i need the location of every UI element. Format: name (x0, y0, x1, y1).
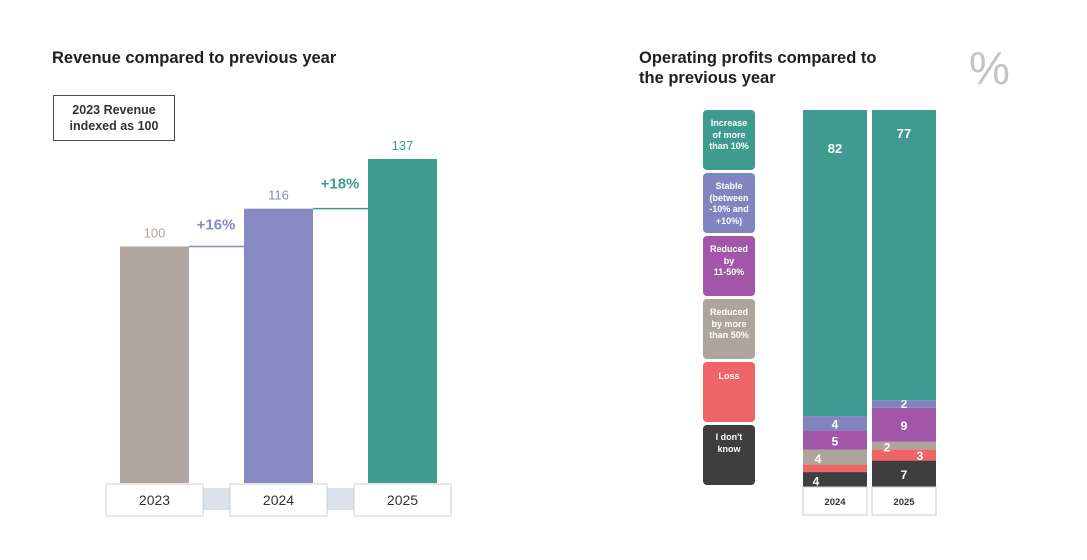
stack-segment-2024-3 (803, 449, 867, 465)
operating-chart: 4245482202473292772025 (802, 110, 937, 516)
index-note-box: 2023 Revenue indexed as 100 (53, 95, 175, 141)
axis-connector-band-2 (327, 488, 354, 510)
op-axis-box-2025 (871, 486, 937, 516)
stack-value-2025-5: 2 (901, 397, 908, 411)
revenue-chart: 100 116 137 +16% +18% 2023 2024 2025 (105, 138, 452, 517)
growth-label-2025: +18% (321, 176, 360, 193)
stack-segment-2024-6 (803, 110, 867, 417)
op-x-tick-label-2025: 2025 (893, 497, 915, 508)
stack-value-2025-6: 77 (897, 126, 911, 141)
legend-item-4-line-2: by more (711, 318, 747, 329)
legend-item-3: Reduced by 11-50% (703, 236, 755, 296)
stack-segment-2024-4 (803, 431, 867, 450)
legend-item-2-line-4: +10%) (715, 215, 743, 226)
legend-item-1-line-1: Increase (710, 118, 748, 128)
stack-value-2024-3: 4 (815, 452, 822, 466)
legend-item-6-line-1: I don't (715, 432, 743, 442)
revenue-bar-2023 (120, 246, 189, 483)
legend-item-4: Reduced by more than 50% (703, 299, 755, 359)
revenue-chart-title: Revenue compared to previous year (52, 49, 337, 67)
legend-item-2: Stable (between -10% and +10%) (703, 173, 755, 233)
stack-segment-2025-4 (872, 407, 936, 442)
legend-item-6: I don't know (703, 425, 755, 485)
stack-segment-2024-1 (803, 472, 867, 487)
axis-box-2025 (353, 483, 452, 517)
stack-value-2025-3: 2 (884, 441, 891, 455)
operating-chart-title: Operating profits compared to the previo… (639, 48, 929, 88)
legend-item-3-line-1: Reduced (709, 244, 748, 254)
index-note-line-2: indexed as 100 (69, 119, 159, 133)
operating-title-line-1: Operating profits compared to (639, 49, 877, 67)
stack-segment-2024-2 (803, 464, 867, 473)
op-axis-box-2024 (802, 486, 868, 516)
stack-value-2025-2: 3 (917, 449, 924, 463)
op-x-tick-label-2024: 2024 (824, 497, 846, 508)
growth-label-2024: +16% (197, 217, 236, 234)
legend-item-2-line-1: Stable (715, 181, 743, 191)
stack-segment-2025-3 (872, 441, 936, 450)
operating-title-line-2: the previous year (639, 69, 776, 87)
legend-item-5: Loss (703, 362, 755, 422)
stack-value-2024-6: 82 (828, 141, 842, 156)
revenue-value-label-2024: 116 (268, 188, 289, 203)
axis-box-2024 (229, 483, 328, 517)
x-tick-label-2024: 2024 (263, 492, 294, 508)
x-tick-label-2023: 2023 (139, 492, 170, 508)
legend-item-2-line-2: (between (709, 192, 749, 203)
legend-item-4-line-1: Reduced (709, 307, 748, 317)
legend-item-1: Increase of more than 10% (703, 110, 755, 170)
legend-item-2-line-3: -10% and (709, 204, 749, 214)
index-note-line-1: 2023 Revenue (72, 103, 156, 117)
stack-segment-2025-6 (872, 110, 936, 401)
legend-item-3-line-3: 11-50% (713, 267, 745, 277)
stack-value-2024-4: 5 (832, 434, 839, 448)
stack-value-2024-1: 4 (813, 475, 820, 489)
revenue-value-label-2025: 137 (392, 138, 414, 153)
stack-value-2025-4: 9 (901, 419, 908, 433)
legend-item-4-line-3: than 50% (709, 330, 749, 340)
revenue-value-label-2023: 100 (144, 226, 166, 241)
percent-unit-label: % (969, 42, 1010, 94)
revenue-bar-2025 (368, 159, 437, 483)
legend-item-1-line-3: than 10% (709, 141, 749, 151)
revenue-bar-2024 (244, 208, 313, 483)
axis-connector-band-1 (203, 488, 230, 510)
stack-segment-2025-2 (872, 449, 936, 461)
x-tick-label-2025: 2025 (387, 492, 418, 508)
stack-segment-2025-1 (872, 460, 936, 487)
legend-item-3-line-2: by (723, 255, 735, 266)
legend-item-6-line-2: know (717, 443, 741, 454)
legend-item-1-line-2: of more (712, 129, 746, 140)
stack-segment-2025-5 (872, 400, 936, 408)
legend-item-5-line-1: Loss (718, 371, 740, 381)
stack-value-2025-1: 7 (901, 468, 908, 482)
stack-segment-2024-5 (803, 416, 867, 432)
axis-box-2023 (105, 483, 204, 517)
stack-value-2024-5: 4 (832, 418, 839, 432)
